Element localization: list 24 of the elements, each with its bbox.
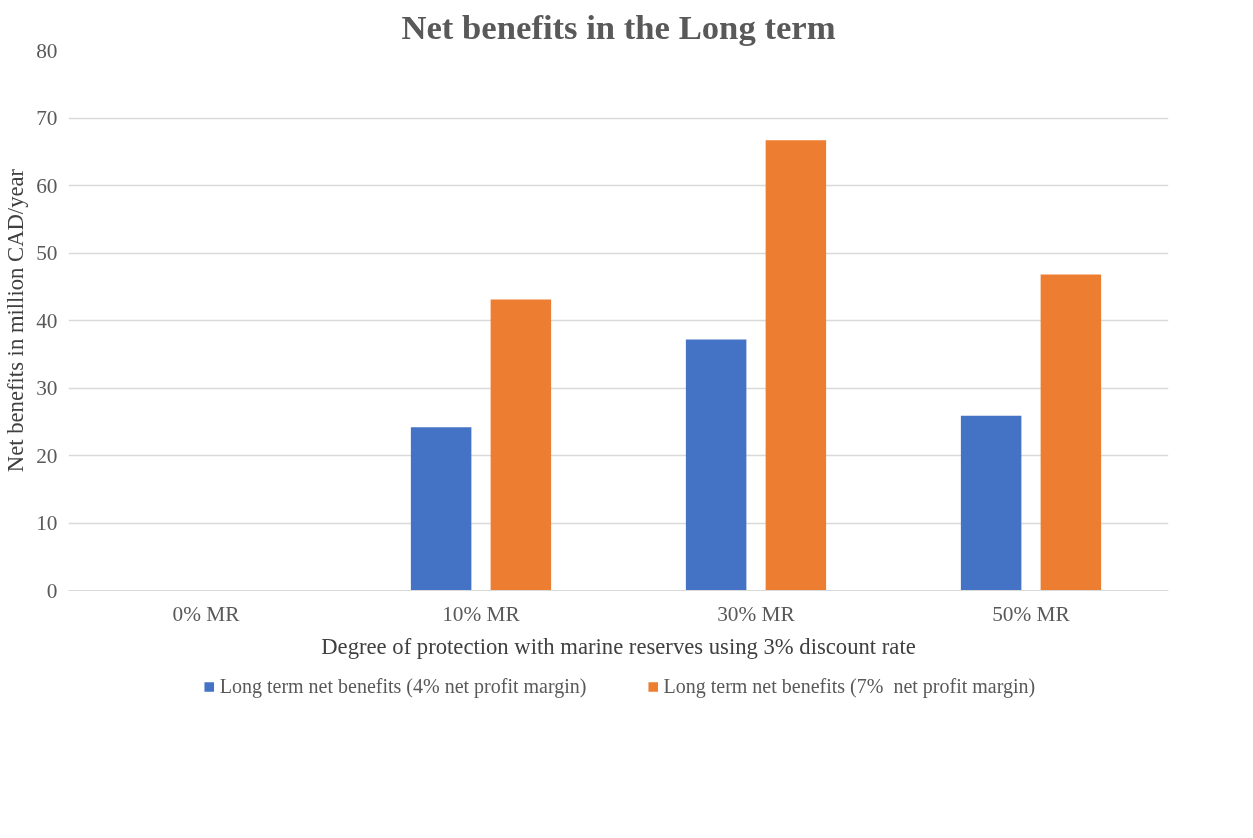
y-tick-label: 0 xyxy=(46,578,58,603)
x-axis-title: Degree of protection with marine reserves using 3% discount rate xyxy=(321,633,916,659)
x-tick-label: 10% MR xyxy=(442,601,521,626)
bar xyxy=(410,427,472,591)
x-tick-label: 0% MR xyxy=(172,601,241,626)
bar xyxy=(960,415,1022,591)
y-tick-label: 30 xyxy=(36,376,58,400)
y-tick-label: 50 xyxy=(36,241,58,265)
y-tick-label: 60 xyxy=(36,173,58,198)
legend-label: Long term net benefits (4% net profit margin) xyxy=(219,674,587,698)
y-tick-label: 80 xyxy=(36,38,58,63)
x-tick-label: 50% MR xyxy=(992,601,1071,626)
x-tick-label: 30% MR xyxy=(717,601,796,626)
y-tick-label: 40 xyxy=(36,308,58,333)
y-axis-title: Net benefits in million CAD/year xyxy=(3,168,29,473)
legend-label: Long term net benefits (7% net profit margin) xyxy=(663,674,1036,698)
y-tick-label: 20 xyxy=(36,443,58,468)
chart-title: Net benefits in the Long term xyxy=(401,7,836,46)
bar xyxy=(765,140,827,591)
bar xyxy=(1040,274,1102,591)
bar xyxy=(490,299,552,591)
y-tick-label: 10 xyxy=(36,511,58,535)
y-tick-label: 70 xyxy=(36,106,58,130)
bar xyxy=(685,339,747,591)
